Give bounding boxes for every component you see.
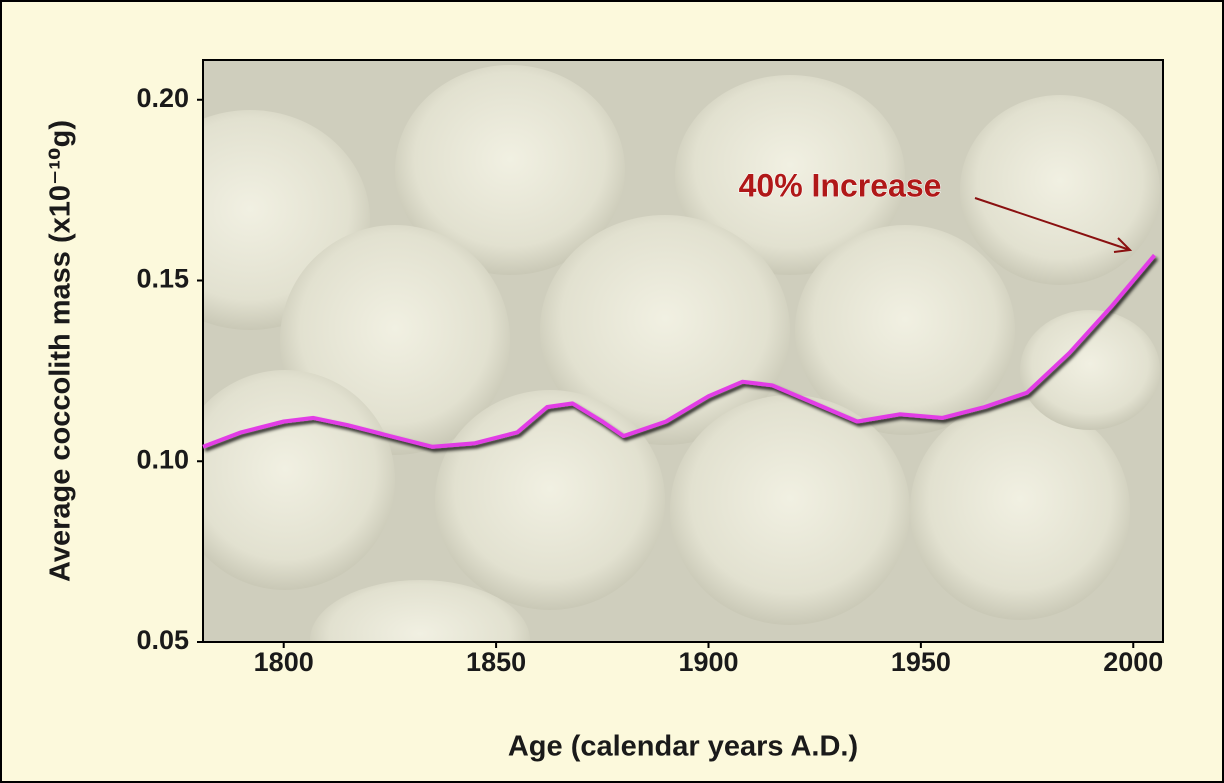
x-tick-label: 2000	[1103, 647, 1163, 677]
x-tick-label: 1900	[678, 647, 738, 677]
y-tick-label: 0.15	[136, 264, 189, 294]
x-tick-label: 1800	[254, 647, 314, 677]
y-tick-label: 0.10	[136, 444, 189, 474]
annotation-arrow	[974, 197, 1133, 253]
y-axis-label: Average coccolith mass (x10⁻¹⁰g)	[45, 120, 77, 582]
x-tick-label: 1950	[891, 647, 951, 677]
background-image	[203, 60, 1163, 642]
data-line	[202, 253, 1157, 449]
plot-border	[202, 59, 1164, 643]
x-tick-label: 1850	[466, 647, 526, 677]
annotation: 40% Increase	[739, 167, 942, 203]
y-tick-label: 0.05	[136, 625, 189, 655]
x-axis-label: Age (calendar years A.D.)	[508, 731, 858, 763]
y-tick-label: 0.20	[136, 83, 189, 113]
